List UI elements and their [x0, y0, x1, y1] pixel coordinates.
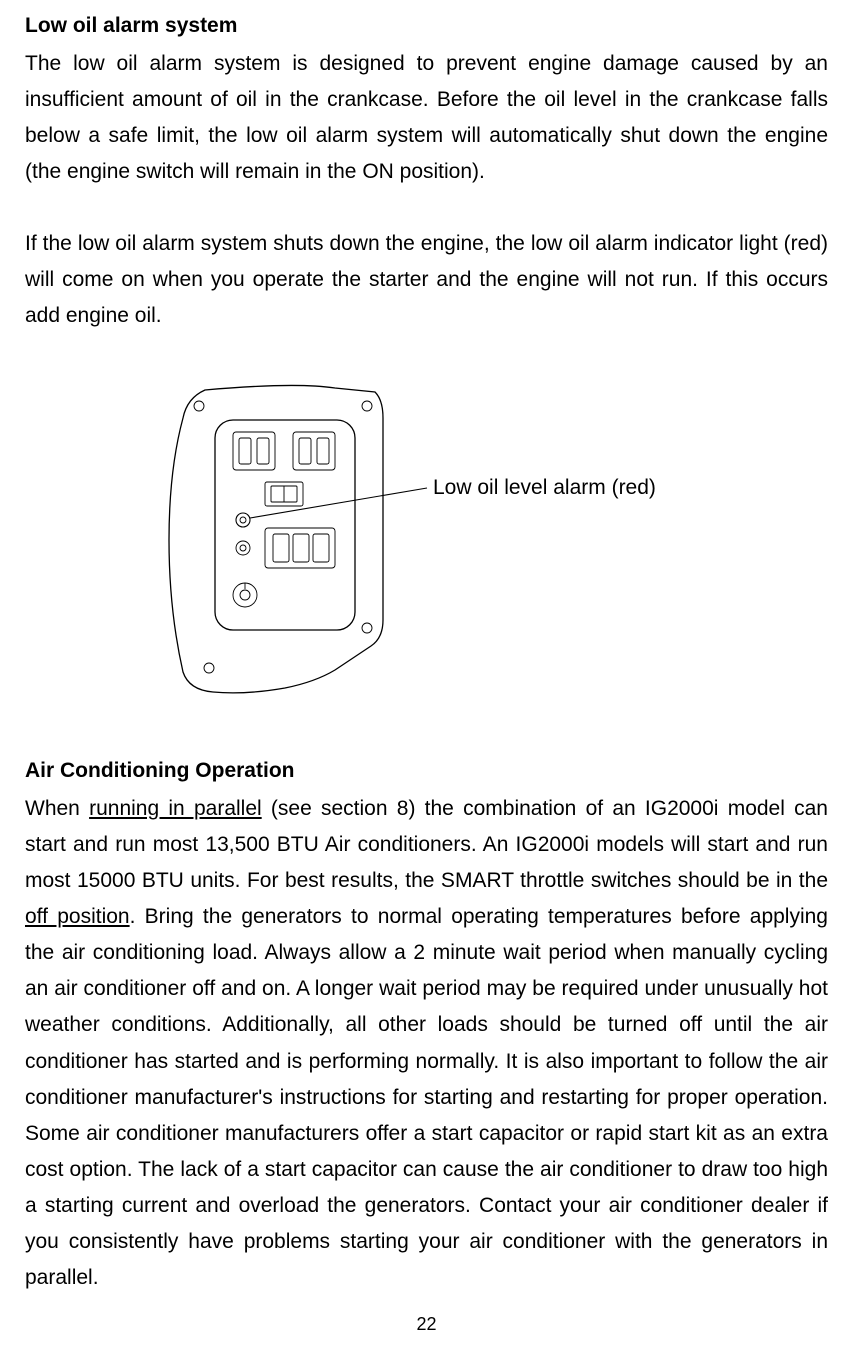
- heading-ac-operation: Air Conditioning Operation: [25, 755, 828, 787]
- text-fragment: . Bring the generators to normal operati…: [25, 905, 828, 1289]
- figure-container: Low oil level alarm (red): [25, 370, 828, 715]
- text-fragment: When: [25, 797, 89, 820]
- generator-panel-diagram: Low oil level alarm (red): [165, 370, 685, 715]
- paragraph-low-oil-1: The low oil alarm system is designed to …: [25, 46, 828, 190]
- page-number: 22: [0, 1314, 853, 1335]
- text-underline-off-position: off position: [25, 905, 130, 928]
- figure-callout-text: Low oil level alarm (red): [433, 476, 656, 499]
- paragraph-ac-operation: When running in parallel (see section 8)…: [25, 791, 828, 1297]
- paragraph-low-oil-2: If the low oil alarm system shuts down t…: [25, 226, 828, 334]
- heading-low-oil: Low oil alarm system: [25, 10, 828, 42]
- text-underline-parallel: running in parallel: [89, 797, 262, 820]
